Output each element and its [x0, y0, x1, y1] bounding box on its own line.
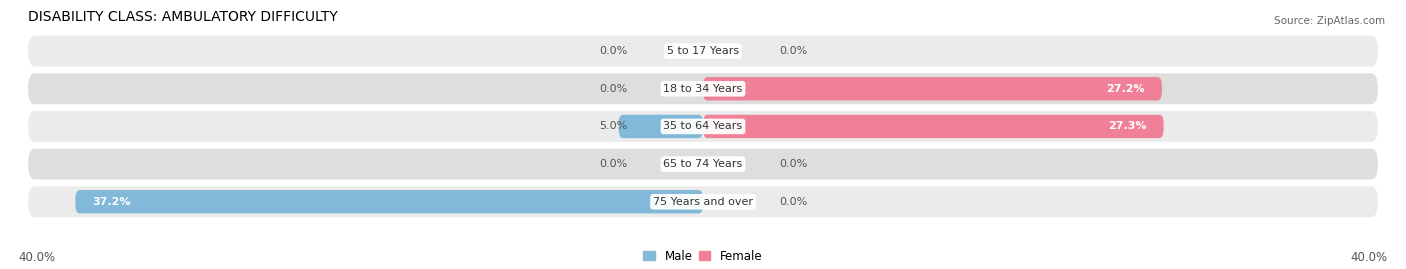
- Text: 27.3%: 27.3%: [1108, 121, 1147, 132]
- FancyBboxPatch shape: [703, 77, 1161, 100]
- Text: 40.0%: 40.0%: [1351, 251, 1388, 264]
- Text: 0.0%: 0.0%: [599, 159, 627, 169]
- Text: 40.0%: 40.0%: [18, 251, 55, 264]
- Text: 18 to 34 Years: 18 to 34 Years: [664, 84, 742, 94]
- FancyBboxPatch shape: [76, 190, 703, 213]
- Text: Source: ZipAtlas.com: Source: ZipAtlas.com: [1274, 16, 1385, 26]
- FancyBboxPatch shape: [28, 186, 1378, 217]
- Text: 5.0%: 5.0%: [599, 121, 627, 132]
- Text: 35 to 64 Years: 35 to 64 Years: [664, 121, 742, 132]
- Text: 0.0%: 0.0%: [599, 84, 627, 94]
- FancyBboxPatch shape: [28, 73, 1378, 104]
- Text: 0.0%: 0.0%: [779, 159, 807, 169]
- Text: 5 to 17 Years: 5 to 17 Years: [666, 46, 740, 56]
- Text: 27.2%: 27.2%: [1107, 84, 1144, 94]
- FancyBboxPatch shape: [28, 36, 1378, 66]
- Text: 65 to 74 Years: 65 to 74 Years: [664, 159, 742, 169]
- Text: DISABILITY CLASS: AMBULATORY DIFFICULTY: DISABILITY CLASS: AMBULATORY DIFFICULTY: [28, 10, 337, 24]
- Legend: Male, Female: Male, Female: [638, 245, 768, 267]
- Text: 75 Years and over: 75 Years and over: [652, 197, 754, 207]
- Text: 0.0%: 0.0%: [599, 46, 627, 56]
- FancyBboxPatch shape: [703, 115, 1164, 138]
- Text: 0.0%: 0.0%: [779, 46, 807, 56]
- Text: 37.2%: 37.2%: [93, 197, 131, 207]
- Text: 0.0%: 0.0%: [779, 197, 807, 207]
- FancyBboxPatch shape: [619, 115, 703, 138]
- FancyBboxPatch shape: [28, 149, 1378, 179]
- FancyBboxPatch shape: [28, 111, 1378, 142]
